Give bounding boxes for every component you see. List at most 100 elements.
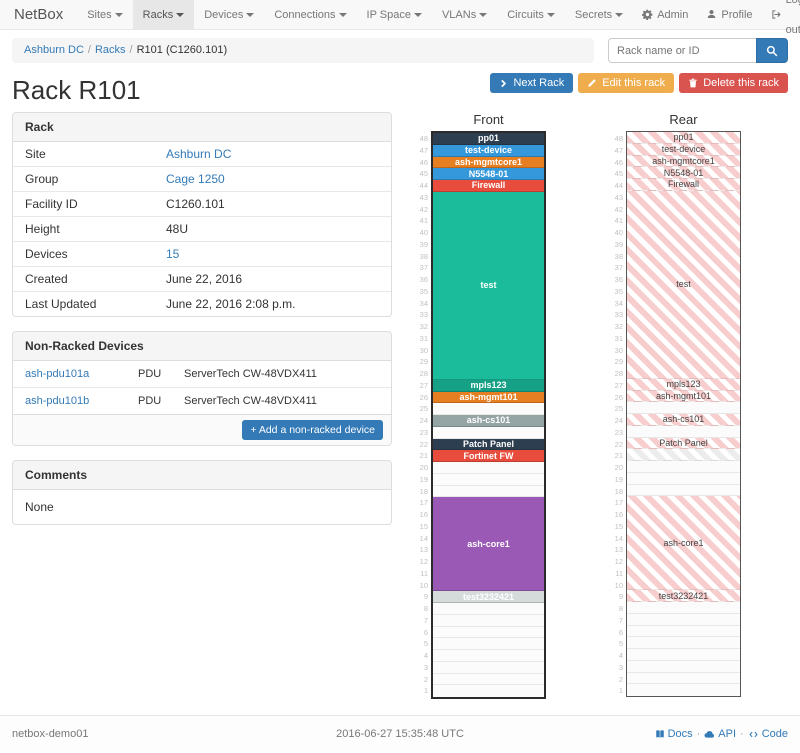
nav-profile[interactable]: Profile [697, 0, 761, 30]
nav-item-secrets[interactable]: Secrets [565, 0, 633, 29]
rack-device-patch-panel-front[interactable]: Patch Panel [433, 438, 544, 451]
nav-item-circuits[interactable]: Circuits [497, 0, 565, 29]
footer-separator: · [740, 728, 744, 740]
unit-number: 36 [419, 275, 428, 284]
rack-device-ash-cs101-rear[interactable]: ash-cs101 [627, 414, 740, 426]
unit-number: 19 [419, 474, 428, 484]
code-link[interactable]: Code [748, 728, 788, 740]
unit-number: 40 [614, 228, 623, 237]
rack-unit-empty [627, 660, 740, 673]
rack-device-fortinet-fw-rear[interactable] [627, 449, 740, 461]
nav-admin[interactable]: Admin [633, 0, 697, 30]
rack-device-ash-core1-front[interactable]: ash-core1 [433, 497, 544, 592]
device-link-ash-pdu101b[interactable]: ash-pdu101b [25, 395, 90, 407]
unit-number: 44 [614, 181, 623, 190]
rack-unit-empty [627, 649, 740, 661]
comments-panel: Comments None [12, 460, 392, 525]
rack-device-ash-mgmtcore1-rear[interactable]: ash-mgmtcore1 [627, 155, 740, 168]
api-link[interactable]: API [704, 728, 736, 740]
rack-device-n5548-01-rear[interactable]: N5548-01 [627, 167, 740, 179]
info-value-link[interactable]: Ashburn DC [166, 147, 232, 161]
pencil-icon [587, 78, 597, 88]
unit-number: 21 [614, 451, 623, 461]
unit-number: 30 [419, 345, 428, 355]
rack-device-mpls123-front[interactable]: mpls123 [433, 379, 544, 392]
nav-item-devices[interactable]: Devices [194, 0, 264, 29]
delete-rack-label: Delete this rack [703, 77, 779, 89]
comments-body: None [25, 500, 54, 514]
rack-device-test3232421-front[interactable]: test3232421 [433, 591, 544, 603]
rack-unit-empty [627, 484, 740, 497]
info-value-link[interactable]: 15 [166, 247, 180, 261]
nav-logout[interactable]: Log out [762, 0, 800, 45]
unit-number: 26 [614, 392, 623, 402]
nav-item-sites[interactable]: Sites [77, 0, 132, 29]
rack-device-firewall-front[interactable]: Firewall [433, 180, 544, 192]
breadcrumb-ashburn-dc[interactable]: Ashburn DC [24, 44, 84, 56]
add-non-racked-device-label: Add a non-racked device [258, 424, 375, 436]
unit-number: 44 [419, 181, 428, 190]
edit-rack-button[interactable]: Edit this rack [578, 73, 675, 93]
rear-elevation-title: Rear [669, 112, 698, 127]
nav-item-ip-space[interactable]: IP Space [357, 0, 432, 29]
unit-number: 41 [419, 216, 428, 226]
breadcrumb-racks[interactable]: Racks [94, 44, 126, 56]
rack-device-pp01-front[interactable]: pp01 [433, 133, 544, 145]
rack-actions: Next Rack Edit this rack Delete this rac… [490, 73, 788, 93]
unit-number: 28 [419, 369, 428, 378]
device-link-ash-pdu101a[interactable]: ash-pdu101a [25, 368, 90, 380]
unit-number: 25 [419, 404, 428, 414]
rack-device-test-front[interactable]: test [433, 191, 544, 380]
rack-device-fortinet-fw-front[interactable]: Fortinet FW [433, 450, 544, 462]
device-type: ServerTech CW-48VDX411 [184, 368, 317, 380]
rack-device-firewall-rear[interactable]: Firewall [627, 179, 740, 191]
rack-device-ash-mgmtcore1-front[interactable]: ash-mgmtcore1 [433, 156, 544, 169]
app-brand[interactable]: NetBox [14, 6, 64, 23]
rack-device-mpls123-rear[interactable]: mpls123 [627, 378, 740, 391]
rack-device-test-device-rear[interactable]: test-device [627, 143, 740, 156]
nav-item-connections[interactable]: Connections [264, 0, 356, 29]
unit-number: 27 [419, 380, 428, 390]
caret-down-icon [546, 13, 555, 18]
front-unit-numbers: 48 47 46 45 44 43 42 41 40 39 38 37 36 35 34 33 32 31 30 29… [415, 131, 431, 699]
unit-number: 39 [419, 239, 428, 249]
rack-device-ash-mgmt101-front[interactable]: ash-mgmt101 [433, 391, 544, 404]
rack-device-ash-cs101-front[interactable]: ash-cs101 [433, 415, 544, 427]
add-non-racked-device-button[interactable]: + Add a non-racked device [242, 420, 383, 440]
docs-link[interactable]: Docs [655, 728, 693, 740]
rack-device-pp01-rear[interactable]: pp01 [627, 132, 740, 144]
unit-number: 20 [614, 463, 623, 472]
rack-unit-empty [627, 472, 740, 485]
next-rack-button[interactable]: Next Rack [490, 73, 574, 93]
info-label: Last Updated [25, 297, 97, 311]
unit-number: 6 [423, 627, 428, 637]
footer-separator: · [696, 728, 701, 740]
rack-device-patch-panel-rear[interactable]: Patch Panel [627, 437, 740, 450]
delete-rack-button[interactable]: Delete this rack [679, 73, 788, 93]
rack-device-ash-mgmt101-rear[interactable]: ash-mgmt101 [627, 390, 740, 403]
footer: netbox-demo01 2016-06-27 15:35:48 UTC Do… [0, 715, 800, 752]
rack-device-test3232421-rear[interactable]: test3232421 [627, 590, 740, 602]
rack-unit-empty [433, 462, 544, 474]
unit-number: 38 [614, 251, 623, 261]
search-input[interactable] [608, 38, 756, 63]
caret-down-icon [413, 13, 422, 18]
gear-icon [642, 9, 653, 20]
info-value-link[interactable]: Cage 1250 [166, 172, 225, 186]
rack-device-test-rear[interactable]: test [627, 190, 740, 379]
unit-number: 11 [615, 568, 623, 578]
rack-device-ash-core1-rear[interactable]: ash-core1 [627, 496, 740, 591]
unit-number: 42 [614, 204, 623, 214]
nav-item-racks[interactable]: Racks [132, 0, 195, 29]
comments-panel-title: Comments [13, 461, 391, 490]
search-button[interactable] [756, 38, 788, 63]
nav-logout-label: Log out [785, 0, 800, 36]
rack-device-n5548-01-front[interactable]: N5548-01 [433, 168, 544, 180]
rack-unit-empty [433, 673, 544, 686]
nav-item-vlans[interactable]: VLANs [432, 0, 497, 29]
unit-number: 4 [618, 651, 623, 660]
unit-number: 21 [419, 451, 428, 461]
rack-info-row-facility-id: Facility ID C1260.101 [13, 191, 391, 216]
unit-number: 2 [618, 674, 623, 684]
rack-device-test-device-front[interactable]: test-device [433, 144, 544, 157]
